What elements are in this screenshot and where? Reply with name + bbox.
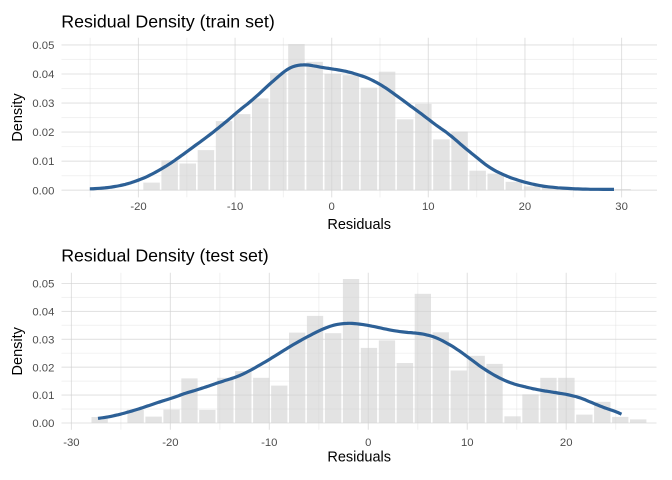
svg-text:0: 0 xyxy=(365,437,371,449)
svg-text:Density: Density xyxy=(10,93,26,142)
svg-text:0: 0 xyxy=(329,201,335,213)
svg-text:-30: -30 xyxy=(63,437,79,449)
svg-text:Residual Density (train set): Residual Density (train set) xyxy=(61,12,274,32)
svg-text:0.02: 0.02 xyxy=(32,362,54,374)
svg-text:0.00: 0.00 xyxy=(32,418,54,430)
svg-text:30: 30 xyxy=(615,201,628,213)
svg-text:-20: -20 xyxy=(162,437,178,449)
svg-text:0.03: 0.03 xyxy=(32,98,54,110)
svg-text:0.01: 0.01 xyxy=(32,156,54,168)
svg-text:10: 10 xyxy=(461,437,474,449)
svg-text:Residuals: Residuals xyxy=(327,450,391,466)
svg-text:10: 10 xyxy=(422,201,435,213)
svg-text:0.05: 0.05 xyxy=(32,279,54,291)
svg-text:0.00: 0.00 xyxy=(32,185,54,197)
svg-text:0.02: 0.02 xyxy=(32,127,54,139)
svg-text:0.04: 0.04 xyxy=(32,69,54,81)
svg-text:Residual Density (test set): Residual Density (test set) xyxy=(61,245,269,265)
svg-text:-10: -10 xyxy=(261,437,277,449)
svg-text:20: 20 xyxy=(519,201,532,213)
svg-text:0.05: 0.05 xyxy=(32,40,54,52)
svg-text:0.03: 0.03 xyxy=(32,334,54,346)
svg-text:0.01: 0.01 xyxy=(32,390,54,402)
svg-text:Residuals: Residuals xyxy=(327,217,391,233)
svg-text:Density: Density xyxy=(10,326,26,375)
svg-text:0.04: 0.04 xyxy=(32,307,54,319)
svg-text:-10: -10 xyxy=(227,201,243,213)
svg-text:-20: -20 xyxy=(130,201,146,213)
svg-text:20: 20 xyxy=(560,437,573,449)
